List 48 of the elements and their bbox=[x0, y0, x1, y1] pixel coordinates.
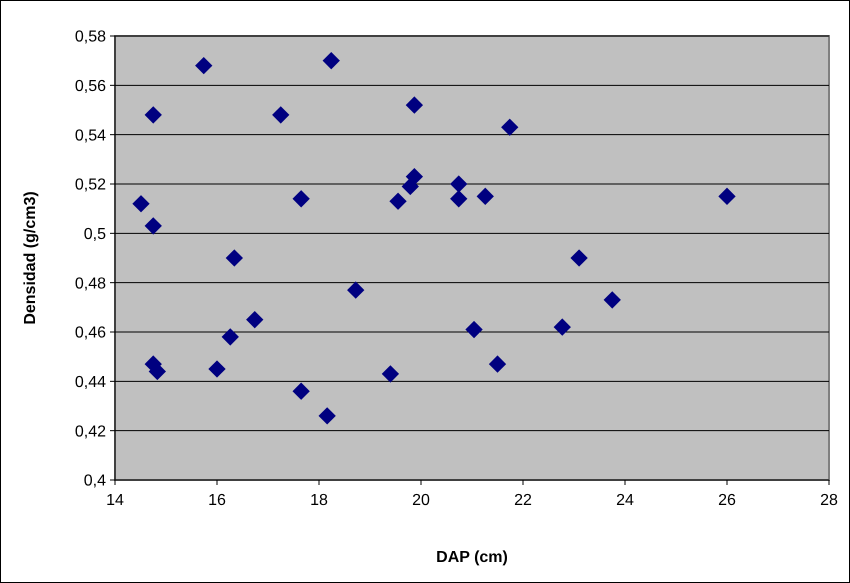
point bbox=[501, 118, 518, 136]
point bbox=[718, 188, 736, 205]
point bbox=[322, 52, 340, 70]
y-tick-label: 0,5 bbox=[84, 226, 106, 243]
point bbox=[292, 190, 310, 208]
point bbox=[465, 320, 483, 338]
point bbox=[450, 175, 468, 193]
point bbox=[144, 106, 162, 124]
point bbox=[450, 190, 468, 208]
point bbox=[382, 365, 400, 383]
y-axis-title: Densidad (g/cm3) bbox=[22, 191, 39, 325]
point bbox=[272, 106, 290, 124]
point bbox=[347, 281, 364, 299]
point bbox=[406, 96, 424, 114]
y-tick-label: 0,52 bbox=[74, 176, 106, 194]
y-tick-label: 0,54 bbox=[74, 127, 106, 144]
point bbox=[476, 188, 494, 205]
point bbox=[604, 291, 621, 309]
point bbox=[389, 192, 407, 210]
x-tick-label: 14 bbox=[106, 492, 124, 509]
x-tick-label: 16 bbox=[208, 492, 226, 509]
point bbox=[406, 168, 424, 186]
point bbox=[292, 382, 310, 400]
x-tick-label: 24 bbox=[616, 492, 634, 509]
point bbox=[132, 195, 150, 212]
y-tick-label: 0,4 bbox=[84, 472, 106, 490]
y-tick-label: 0,58 bbox=[74, 28, 106, 46]
point bbox=[144, 217, 162, 235]
y-tick-label: 0,44 bbox=[74, 374, 106, 391]
point bbox=[246, 311, 264, 328]
point bbox=[195, 56, 212, 74]
x-axis-title: DAP (cm) bbox=[436, 549, 508, 566]
point bbox=[488, 355, 506, 373]
y-tick-label: 0,42 bbox=[74, 423, 106, 440]
point bbox=[318, 407, 336, 425]
point bbox=[208, 360, 226, 378]
x-tick-label: 22 bbox=[514, 492, 532, 509]
point bbox=[554, 318, 571, 336]
point bbox=[222, 328, 239, 346]
x-tick-label: 18 bbox=[310, 492, 328, 509]
point bbox=[226, 249, 243, 267]
y-tick-label: 0,48 bbox=[74, 275, 106, 292]
x-tick-label: 26 bbox=[718, 492, 736, 509]
point bbox=[570, 249, 588, 267]
x-tick-label: 20 bbox=[412, 492, 430, 509]
x-tick-label: 28 bbox=[820, 492, 838, 509]
y-tick-label: 0,46 bbox=[74, 324, 106, 342]
y-tick-label: 0,56 bbox=[74, 78, 106, 95]
